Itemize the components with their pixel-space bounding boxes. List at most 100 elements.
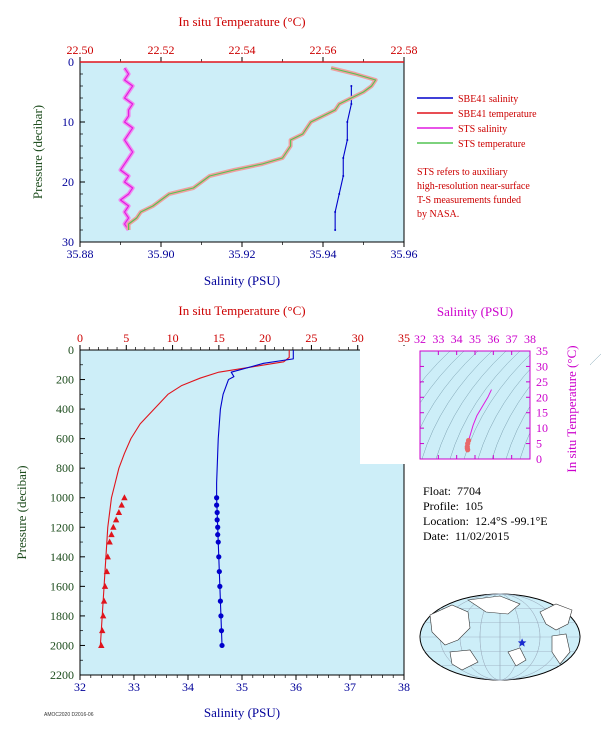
pressure-tick-label: 1400 [50,550,74,564]
map-land [467,595,521,615]
top-temp-tick-label: 15 [213,331,225,345]
salinity-marker [214,517,220,523]
pressure-tick-label: 400 [56,402,74,416]
ts-right-tick-label: 20 [536,390,548,404]
bottom-sal-tick-label: 35.90 [148,247,175,261]
ts-right-tick-label: 15 [536,406,548,420]
pressure-tick-label: 600 [56,432,74,446]
map-land [449,649,479,671]
map-land [539,603,573,631]
sbe41-salinity-point [334,229,337,231]
bottom-axis-title: Salinity (PSU) [204,273,280,288]
bottom-sal-tick-label: 33 [128,680,140,694]
plot-area [79,349,405,676]
top-temp-tick-label: 30 [352,331,364,345]
bottom-sal-tick-label: 35.92 [229,247,256,261]
contour-mask-right [530,346,590,464]
chart-main: 0 5 10 15 20 25 30 35 32 33 34 35 36 37 38 0 200 400 600 80… [14,303,410,720]
bottom-sal-tick-label: 35.88 [67,247,94,261]
bottom-sal-tick-label: 32 [74,680,86,694]
sts-salinity-line [119,67,134,231]
bottom-sal-tick-label: 35 [236,680,248,694]
sbe41-salinity-point [338,193,341,195]
bottom-sal-tick-label: 35.96 [391,247,418,261]
salinity-marker [217,583,223,589]
world-map [419,593,581,681]
legend-item-label: STS temperature [458,139,526,150]
star-icon [517,638,527,647]
top-temp-tick-label: 22.56 [310,43,337,57]
pressure-tick-label: 0 [68,343,74,357]
pressure-tick-label: 30 [62,235,74,249]
sbe41-salinity-point [350,85,353,87]
temperature-marker [100,597,108,604]
location-label: Location: [423,514,469,528]
pressure-tick-label: 200 [56,373,74,387]
top-axis-title: In situ Temperature (°C) [178,14,305,29]
bottom-sal-tick-label: 35.94 [310,247,337,261]
salinity-marker [215,539,221,545]
top-temp-tick-label: 22.54 [229,43,256,57]
profile-label: Profile: [423,499,459,513]
top-temp-tick-label: 22.50 [67,43,94,57]
legend-item-label: SBE41 temperature [458,109,537,120]
legend-note-line: T-S measurements funded [417,195,521,206]
sbe41-salinity-point [334,211,337,213]
temperature-marker [99,627,106,634]
ts-right-axis-title: In situ Temperature (°C) [564,345,579,472]
temperature-marker [121,494,128,501]
pressure-tick-label: 2200 [50,668,74,682]
sbe41-salinity-point [342,157,345,159]
sts-temperature-line [128,67,377,230]
salinity-marker [215,524,221,530]
sbe41-salinity-point [346,121,349,123]
temperature-marker [106,538,113,545]
legend: SBE41 salinity SBE41 temperature STS salin… [417,94,537,220]
sbe41-salinity-point [346,139,349,141]
profile-value: 105 [465,499,483,513]
legend-note-line: by NASA. [417,209,459,220]
salinity-marker [216,568,222,575]
pressure-tick-label: 0 [68,55,74,69]
salinity-marker [214,495,220,501]
pressure-tick-label: 1200 [50,520,74,534]
float-info: Float: 7704 Profile: 105 Location: 12.4°… [423,484,548,544]
ts-right-tick-label: 0 [536,452,542,466]
ts-top-tick-label: 38 [524,332,536,346]
chart-top: 22.50 22.52 22.54 22.56 22.58 35.88 35.90 35.92… [30,14,418,288]
map-land [507,647,527,667]
date-label: Date: [423,529,449,543]
float-value: 7704 [457,484,482,498]
sbe41-salinity-point [342,175,345,177]
top-temp-tick-label: 35 [398,331,410,345]
ts-point [465,447,471,453]
pressure-tick-label: 10 [62,115,74,129]
top-axis-title: In situ Temperature (°C) [178,303,305,318]
pressure-tick-label: 1600 [50,579,74,593]
y-axis-title: Pressure (decibar) [14,465,29,559]
pressure-tick-label: 20 [62,175,74,189]
pressure-tick-label: 1000 [50,491,74,505]
salinity-marker [216,554,222,560]
temperature-marker [118,501,125,508]
salinity-marker [219,642,225,649]
top-temp-tick-label: 22.58 [391,43,418,57]
temperature-marker [103,568,111,575]
map-land [429,604,471,646]
temperature-marker [104,553,111,560]
top-temp-tick-label: 20 [259,331,271,345]
salinity-marker [214,502,220,508]
ts-right-tick-label: 25 [536,375,548,389]
top-temp-tick-label: 10 [167,331,179,345]
temperature-marker [110,523,117,530]
legend-note-line: high-resolution near-surface [417,181,530,192]
legend-item-label: STS salinity [458,124,507,135]
ts-top-axis-title: Salinity (PSU) [437,304,513,319]
contour-mask-left [360,346,420,464]
footer-label: AMOC2020 D2016-06 [44,712,94,718]
temperature-marker [98,641,105,648]
legend-note-line: STS refers to auxiliary [417,167,508,178]
legend-item-label: SBE41 salinity [458,94,518,105]
